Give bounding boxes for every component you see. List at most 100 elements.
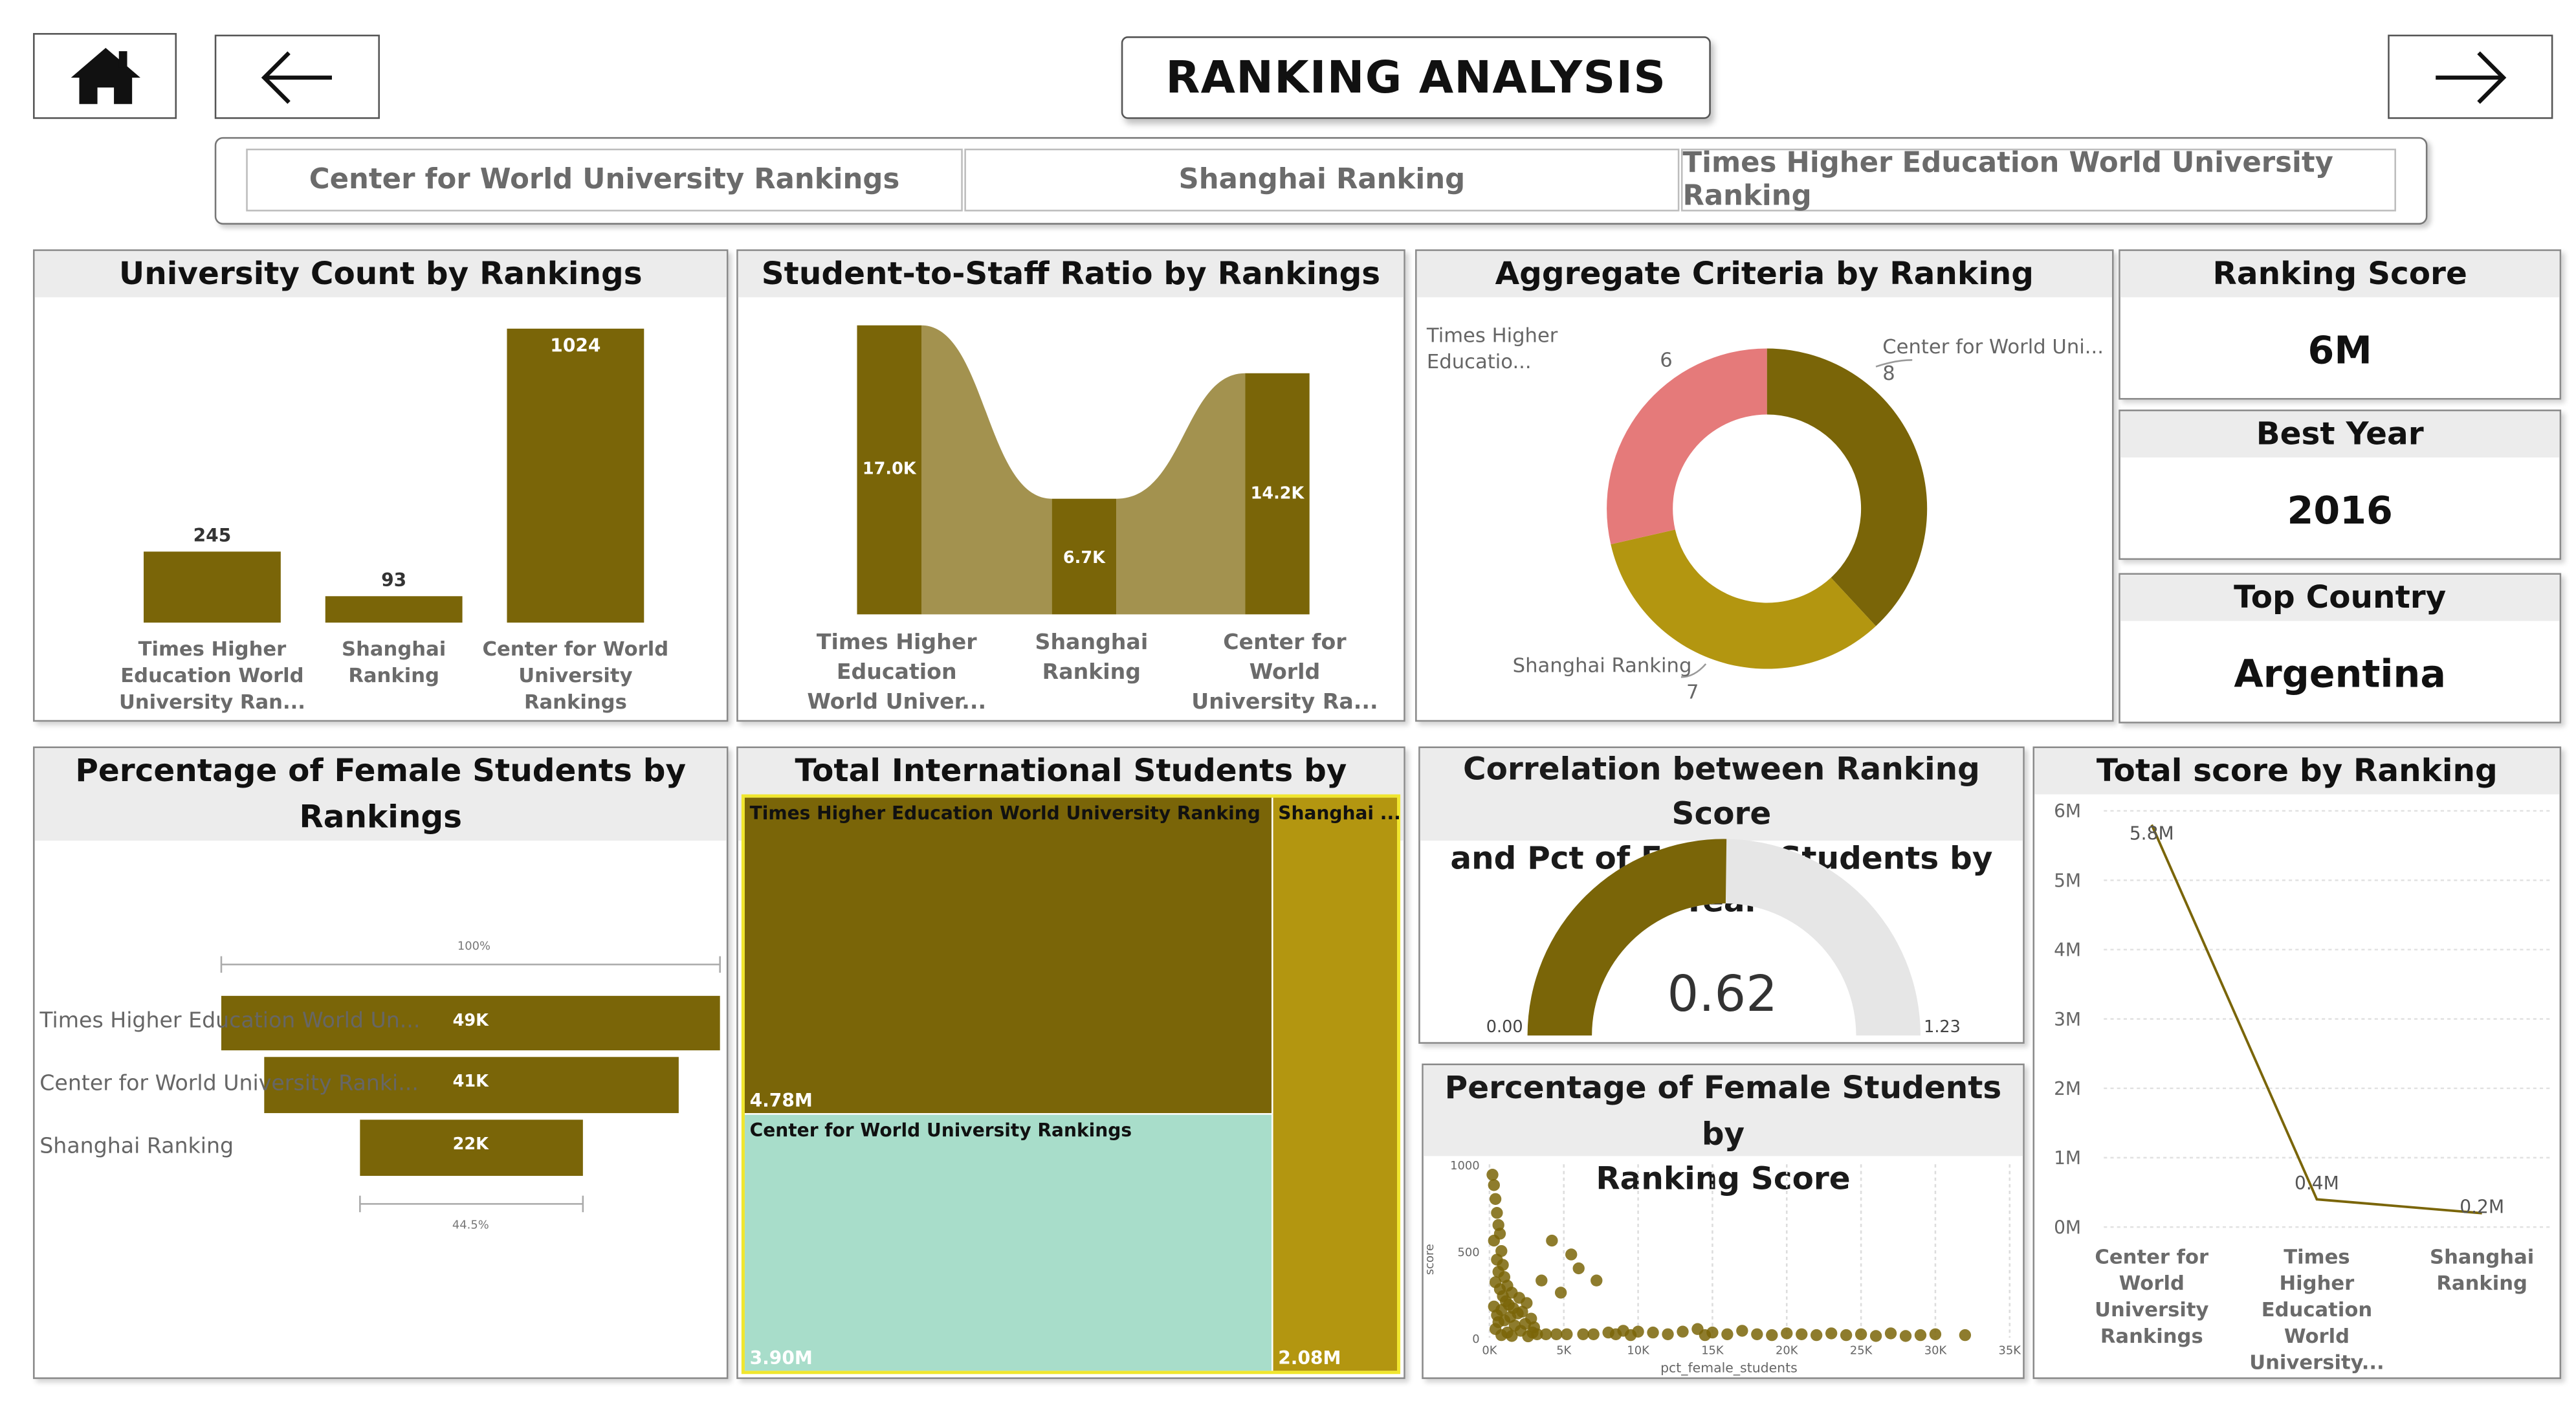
treemap-tile-times[interactable]: Times Higher Education World University … — [744, 797, 1273, 1115]
page-title: RANKING ANALYSIS — [1165, 52, 1667, 104]
leader-line — [1680, 663, 1707, 678]
scatter-point — [1624, 1329, 1637, 1342]
ratio-value-times: 17.0K — [862, 461, 916, 480]
student-staff-title: Student-to-Staff Ratio by Rankings — [738, 250, 1404, 298]
gauge-fill — [1527, 839, 1727, 1036]
total-score-line — [2150, 824, 2482, 1215]
student-staff-card: Student-to-Staff Ratio by Rankings 17.0K… — [736, 249, 1405, 722]
scatter-point — [1959, 1329, 1972, 1342]
treemap-value-times: 4.78M — [749, 1090, 813, 1112]
funnel-label-cwur: Center for World University Ranki... — [39, 1072, 419, 1097]
scatter-x-tick: 10K — [1627, 1344, 1650, 1358]
aggregate-title: Aggregate Criteria by Ranking — [1416, 250, 2113, 298]
scatter-point — [1677, 1325, 1689, 1338]
scatter-y-tick: 1000 — [1450, 1159, 1479, 1173]
scatter-point — [1736, 1325, 1748, 1337]
scatter-point — [1554, 1287, 1567, 1299]
tab-times[interactable]: Times Higher Education World University … — [1680, 147, 2396, 213]
donut-label-times: Times Higher Educatio... — [1426, 324, 1558, 373]
scatter-point — [1577, 1328, 1589, 1340]
uc-bar — [325, 595, 463, 623]
scatter-point — [1506, 1330, 1518, 1342]
ratio-bar-times — [857, 325, 922, 615]
ratio-value-cwur: 14.2K — [1250, 485, 1305, 504]
donut-label-cwur: Center for World Uni... — [1882, 335, 2104, 359]
tab-shanghai[interactable]: Shanghai Ranking — [964, 148, 1680, 212]
back-button[interactable] — [214, 34, 380, 119]
correlation-card: Correlation between Ranking Score and Pc… — [1418, 746, 2025, 1044]
scatter-point — [1899, 1330, 1912, 1342]
scatter-point — [1884, 1327, 1897, 1340]
scatter-point — [1572, 1262, 1585, 1275]
ribbon-1 — [921, 325, 1052, 615]
line-y-tick: 2M — [2054, 1078, 2081, 1099]
arrow-right-icon — [2436, 50, 2507, 104]
line-y-tick: 5M — [2054, 870, 2081, 891]
best-year-card: Best Year 2016 — [2119, 409, 2562, 560]
scatter-point — [1796, 1328, 1808, 1340]
gauge-max: 1.23 — [1924, 1019, 1961, 1037]
gauge-value: 0.62 — [1667, 966, 1778, 1024]
total-score-line-chart: 0M 1M 2M 3M 4M 5M 6M 5.8M 0.4M 0.2M — [2054, 801, 2550, 1238]
scatter-x-tick: 5K — [1556, 1344, 1572, 1358]
line-y-tick: 1M — [2054, 1147, 2081, 1169]
scatter-point — [1751, 1328, 1763, 1340]
scatter-point — [1550, 1328, 1563, 1340]
treemap-frame: Times Higher Education World University … — [741, 794, 1401, 1375]
funnel-bar-cwur — [264, 1057, 679, 1114]
uc-value-label: 1024 — [550, 335, 601, 357]
donut-value-cwur: 8 — [1882, 361, 1895, 385]
scatter-title: Percentage of Female Students by Ranking… — [1423, 1065, 2023, 1197]
correlation-title: Correlation between Ranking Score and Pc… — [1420, 748, 2023, 920]
scatter-point — [1869, 1330, 1882, 1342]
scatter-point — [1929, 1328, 1942, 1340]
line-y-tick: 0M — [2054, 1217, 2081, 1238]
funnel-top-pct: 100% — [457, 940, 490, 953]
scatter-point — [1486, 1169, 1499, 1181]
ranking-score-card: Ranking Score 6M — [2119, 249, 2562, 400]
forward-button[interactable] — [2388, 34, 2553, 119]
page-title-box: RANKING ANALYSIS — [1121, 36, 1711, 119]
female-pct-title: Percentage of Female Students by Ranking… — [34, 748, 727, 841]
scatter-point — [1662, 1328, 1674, 1340]
treemap-label-shanghai: Shanghai ... — [1278, 802, 1401, 824]
funnel-value-shanghai: 22K — [452, 1136, 489, 1154]
scatter-x-tick: 25K — [1850, 1344, 1873, 1358]
scatter-point — [1825, 1327, 1838, 1340]
scatter-point — [1561, 1328, 1573, 1340]
scatter-point — [1565, 1248, 1578, 1261]
scatter-point — [1489, 1193, 1502, 1205]
scatter-y-tick: 500 — [1457, 1246, 1479, 1259]
tab-cwur[interactable]: Center for World University Rankings — [246, 148, 963, 212]
scatter-y-tick: 0 — [1472, 1332, 1479, 1346]
total-score-card: Total score by Ranking 0M 1M 2M 3M 4M 5M 6M 5.8… — [2032, 746, 2562, 1379]
female-pct-funnel-chart — [220, 956, 721, 1213]
line-category-label: Center for World University Rankings — [2095, 1245, 2209, 1348]
treemap-tile-shanghai[interactable]: Shanghai ... 2.08M — [1273, 797, 1401, 1371]
donut-slice — [1611, 529, 1877, 669]
scatter-point — [1855, 1328, 1867, 1340]
correlation-gauge — [1527, 839, 1921, 1036]
ranking-score-title: Ranking Score — [2120, 250, 2560, 298]
line-category-label: Times Higher Education World University... — [2249, 1245, 2384, 1375]
ratio-bar-shanghai — [1051, 498, 1117, 615]
home-button[interactable] — [33, 33, 177, 119]
ratio-label-times: Times Higher Education World Univer... — [807, 630, 987, 716]
treemap-tile-cwur[interactable]: Center for World University Rankings 3.9… — [744, 1114, 1273, 1371]
uc-value-label: 93 — [381, 569, 407, 591]
line-y-tick: 6M — [2054, 801, 2081, 822]
line-value-label: 5.8M — [2130, 823, 2174, 844]
student-staff-chart — [857, 325, 1310, 615]
ratio-value-shanghai: 6.7K — [1062, 549, 1105, 568]
donut-slice — [1767, 348, 1928, 626]
treemap-value-shanghai: 2.08M — [1278, 1347, 1341, 1369]
donut-label-shanghai: Shanghai Ranking — [1512, 654, 1692, 678]
best-year-title: Best Year — [2120, 411, 2560, 458]
leader-line — [1875, 359, 1913, 368]
ribbon-2 — [1116, 373, 1246, 615]
uc-bar — [507, 328, 644, 623]
ranking-score-value: 6M — [2307, 330, 2372, 373]
scatter-point — [1840, 1329, 1853, 1342]
best-year-value: 2016 — [2287, 490, 2393, 534]
donut-slice — [1607, 348, 1767, 545]
